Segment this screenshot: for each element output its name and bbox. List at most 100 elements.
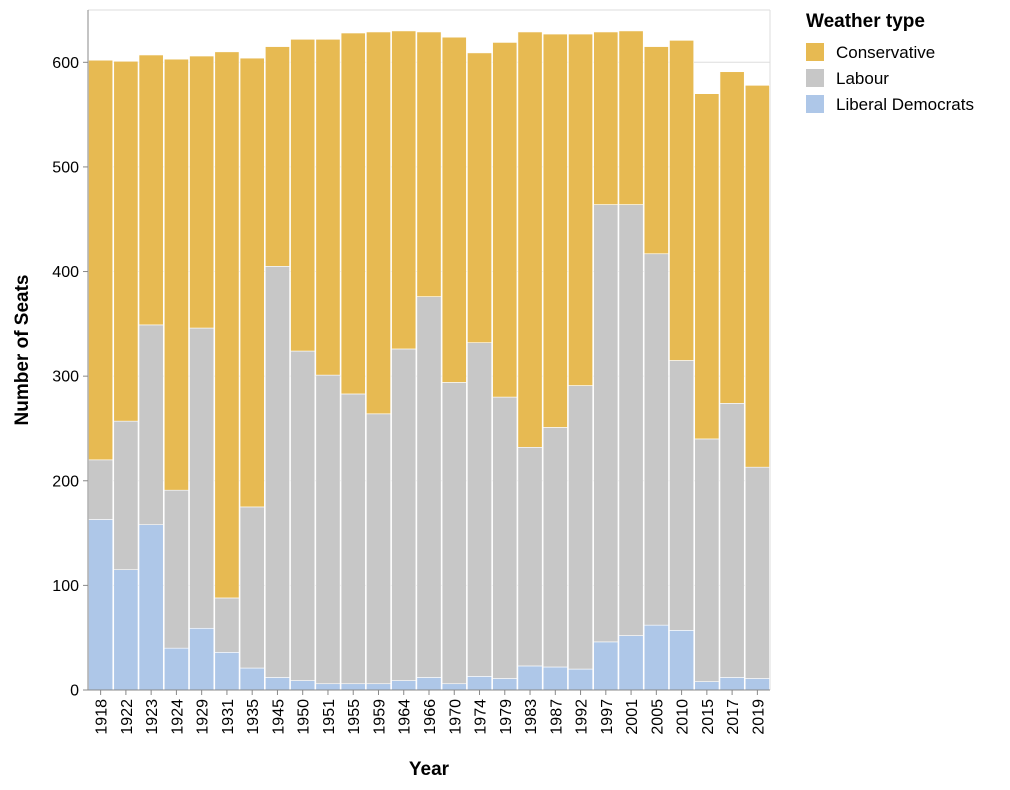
bar-conservative-2015 bbox=[694, 93, 720, 440]
bar-labour-1983 bbox=[517, 446, 543, 667]
x-tick-label: 2001 bbox=[624, 699, 641, 735]
legend: Weather type Conservative Labour Liberal D… bbox=[806, 11, 974, 114]
bar-conservative-1935 bbox=[239, 57, 265, 508]
x-tick-label: 1997 bbox=[599, 699, 616, 735]
x-tick-label: 1929 bbox=[195, 699, 212, 735]
bar-labour-1955 bbox=[340, 393, 366, 685]
bar-labour-1966 bbox=[416, 296, 442, 678]
bar-labour-2001 bbox=[618, 204, 644, 636]
bar-liberal-democrats-1918 bbox=[88, 519, 114, 691]
bar-labour-1987 bbox=[542, 427, 568, 668]
bar-liberal-democrats-2005 bbox=[643, 624, 669, 691]
bar-liberal-democrats-1924 bbox=[163, 647, 189, 691]
bar-labour-1974 bbox=[467, 342, 492, 677]
bar-liberal-democrats-1935 bbox=[239, 667, 265, 691]
bar-conservative-1983 bbox=[517, 31, 543, 448]
y-tick-label: 0 bbox=[70, 683, 79, 700]
bar-labour-1950 bbox=[290, 350, 316, 681]
bar-conservative-1987 bbox=[542, 33, 568, 428]
bar-conservative-1970 bbox=[441, 36, 467, 383]
bar-liberal-democrats-2010 bbox=[669, 630, 695, 691]
bar-labour-2010 bbox=[669, 360, 695, 631]
legend-label-conservative: Conservative bbox=[836, 43, 935, 62]
bar-liberal-democrats-1979 bbox=[492, 678, 518, 691]
bar-conservative-1979 bbox=[492, 42, 518, 398]
bar-labour-1997 bbox=[593, 204, 619, 643]
x-tick-label: 1935 bbox=[245, 699, 262, 735]
bars bbox=[88, 30, 770, 691]
bar-liberal-democrats-2001 bbox=[618, 635, 644, 691]
x-tick-label: 1951 bbox=[321, 699, 338, 735]
y-axis-title: Number of Seats bbox=[12, 275, 33, 426]
y-tick-label: 600 bbox=[52, 55, 79, 72]
x-tick-label: 1979 bbox=[498, 699, 515, 735]
x-tick-label: 1924 bbox=[169, 699, 186, 735]
bar-liberal-democrats-2017 bbox=[719, 677, 745, 691]
bar-labour-1964 bbox=[391, 348, 417, 681]
bar-liberal-democrats-2015 bbox=[694, 681, 720, 691]
bar-liberal-democrats-1922 bbox=[113, 569, 139, 691]
bar-labour-1929 bbox=[189, 327, 215, 629]
y-tick-label: 100 bbox=[52, 578, 79, 595]
x-tick-label: 1974 bbox=[473, 699, 490, 735]
x-tick-label: 1922 bbox=[119, 699, 136, 735]
bar-conservative-2019 bbox=[744, 85, 770, 468]
bar-conservative-1929 bbox=[189, 55, 215, 329]
bar-labour-1918 bbox=[88, 459, 114, 520]
legend-title: Weather type bbox=[806, 11, 925, 32]
bar-conservative-2017 bbox=[719, 71, 745, 404]
bar-liberal-democrats-1983 bbox=[517, 665, 543, 691]
x-tick-label: 2005 bbox=[649, 699, 666, 735]
bar-labour-1970 bbox=[441, 382, 467, 685]
bar-liberal-democrats-1950 bbox=[290, 680, 316, 691]
bar-liberal-democrats-1923 bbox=[138, 524, 164, 691]
bar-conservative-1918 bbox=[88, 59, 114, 461]
bar-conservative-1955 bbox=[340, 32, 366, 395]
bar-conservative-1964 bbox=[391, 30, 417, 350]
bar-conservative-1959 bbox=[366, 31, 391, 415]
bar-labour-2017 bbox=[719, 403, 745, 678]
bar-conservative-1966 bbox=[416, 31, 442, 297]
x-tick-label: 1983 bbox=[523, 699, 540, 735]
legend-swatch-liberal-democrats bbox=[806, 95, 824, 113]
bar-conservative-1924 bbox=[163, 58, 189, 491]
bar-conservative-1923 bbox=[138, 54, 164, 326]
bar-labour-2015 bbox=[694, 438, 720, 682]
y-tick-label: 300 bbox=[52, 369, 79, 386]
bar-conservative-1922 bbox=[113, 60, 139, 422]
legend-swatch-labour bbox=[806, 69, 824, 87]
x-axis-title: Year bbox=[409, 759, 450, 780]
x-tick-label: 1918 bbox=[94, 699, 111, 735]
bar-liberal-democrats-1966 bbox=[416, 677, 442, 691]
bar-labour-2019 bbox=[744, 466, 770, 679]
bar-conservative-2010 bbox=[669, 40, 695, 361]
x-tick-label: 1950 bbox=[296, 699, 313, 735]
legend-swatch-conservative bbox=[806, 43, 824, 61]
bar-conservative-1974 bbox=[467, 52, 492, 343]
bar-liberal-democrats-1955 bbox=[340, 683, 366, 691]
x-tick-label: 1964 bbox=[397, 699, 414, 735]
x-tick-label: 1945 bbox=[270, 699, 287, 735]
bar-liberal-democrats-1974 bbox=[467, 676, 492, 691]
y-tick-label: 500 bbox=[52, 159, 79, 176]
bar-liberal-democrats-1997 bbox=[593, 641, 619, 691]
bar-liberal-democrats-1970 bbox=[441, 683, 467, 691]
bar-labour-1922 bbox=[113, 420, 139, 570]
x-tick-label: 1992 bbox=[574, 699, 591, 735]
bar-liberal-democrats-1929 bbox=[189, 627, 215, 691]
bar-conservative-1997 bbox=[593, 31, 619, 205]
bar-liberal-democrats-1931 bbox=[214, 652, 240, 691]
bar-conservative-1992 bbox=[568, 33, 593, 386]
x-axis: 1918 1922 1923 1924 1929 1931 1935 1945 1950 1951… bbox=[88, 689, 770, 735]
bar-liberal-democrats-1992 bbox=[568, 668, 593, 691]
bar-labour-1979 bbox=[492, 396, 518, 679]
x-tick-label: 1970 bbox=[447, 699, 464, 735]
bar-liberal-democrats-1945 bbox=[265, 677, 290, 691]
bar-labour-1924 bbox=[163, 489, 189, 649]
x-tick-label: 1931 bbox=[220, 699, 237, 735]
bar-liberal-democrats-1964 bbox=[391, 680, 417, 691]
bar-labour-1931 bbox=[214, 597, 240, 653]
x-tick-label: 2015 bbox=[700, 699, 717, 735]
bar-conservative-2005 bbox=[643, 46, 669, 255]
